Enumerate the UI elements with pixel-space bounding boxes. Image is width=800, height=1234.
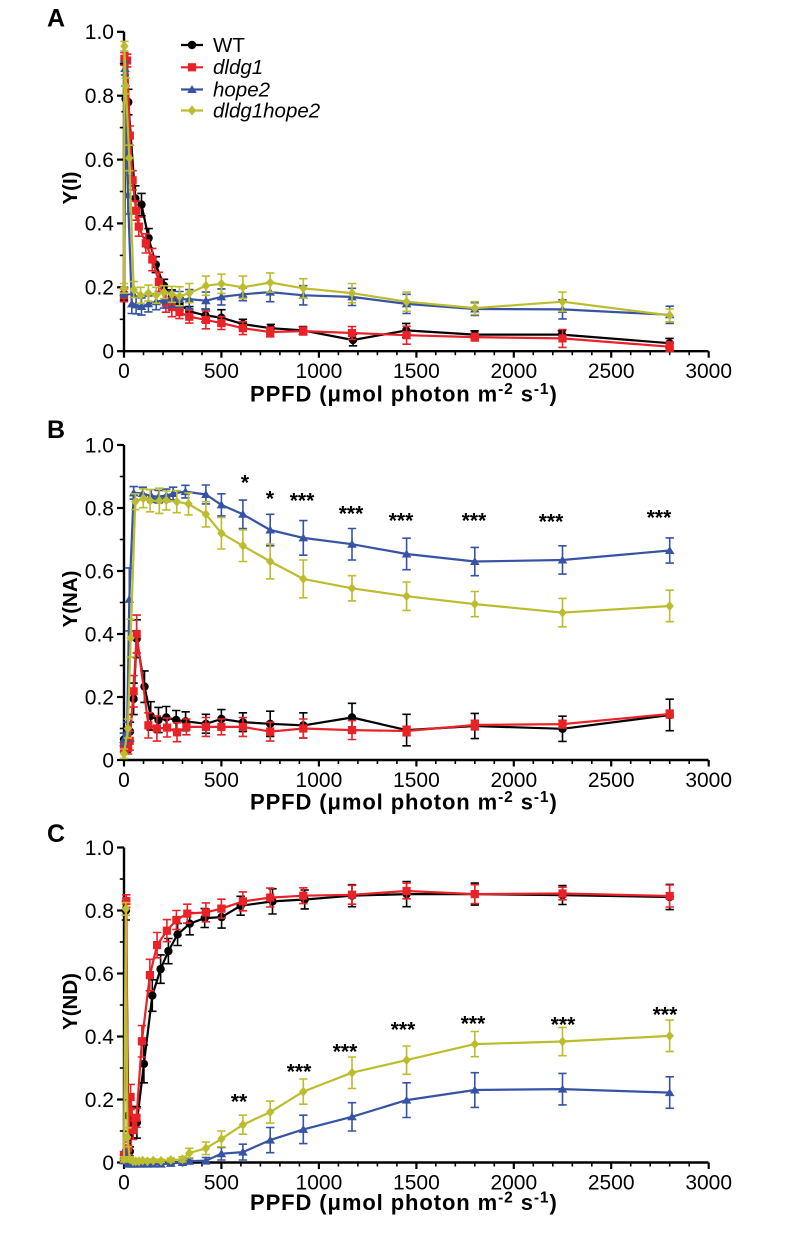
svg-text:***: *** xyxy=(647,507,672,530)
svg-text:1.0: 1.0 xyxy=(85,434,114,457)
svg-text:0.4: 0.4 xyxy=(85,213,115,236)
svg-text:2000: 2000 xyxy=(490,1172,537,1195)
svg-text:1000: 1000 xyxy=(296,1172,343,1195)
svg-text:A: A xyxy=(47,5,65,33)
svg-text:Y(I): Y(I) xyxy=(59,171,82,204)
svg-text:2500: 2500 xyxy=(588,360,635,383)
svg-text:1.0: 1.0 xyxy=(85,21,114,44)
svg-text:dldg1: dldg1 xyxy=(213,56,263,79)
svg-text:1.0: 1.0 xyxy=(85,837,114,860)
svg-text:500: 500 xyxy=(204,360,239,383)
svg-text:Y(ND): Y(ND) xyxy=(59,973,82,1030)
svg-text:***: *** xyxy=(339,503,364,526)
svg-text:***: *** xyxy=(551,1014,576,1037)
svg-text:0.2: 0.2 xyxy=(85,1089,114,1112)
svg-text:***: *** xyxy=(389,510,414,533)
svg-text:0.8: 0.8 xyxy=(85,900,114,923)
svg-text:500: 500 xyxy=(204,1172,239,1195)
svg-text:2500: 2500 xyxy=(588,1172,635,1195)
svg-text:0.6: 0.6 xyxy=(85,963,114,986)
svg-text:Y(NA): Y(NA) xyxy=(59,571,82,628)
svg-text:WT: WT xyxy=(213,34,245,57)
svg-text:500: 500 xyxy=(204,769,239,792)
svg-text:0.4: 0.4 xyxy=(85,1026,115,1049)
svg-text:0.6: 0.6 xyxy=(85,560,114,583)
svg-text:3000: 3000 xyxy=(685,769,732,792)
svg-text:0: 0 xyxy=(102,1152,114,1175)
svg-text:***: *** xyxy=(461,1013,486,1036)
svg-text:0.6: 0.6 xyxy=(85,149,114,172)
svg-text:3000: 3000 xyxy=(685,360,732,383)
svg-text:***: *** xyxy=(391,1019,416,1042)
svg-text:1000: 1000 xyxy=(296,360,343,383)
svg-text:0: 0 xyxy=(118,360,130,383)
svg-text:***: *** xyxy=(333,1041,358,1064)
svg-text:2500: 2500 xyxy=(588,769,635,792)
svg-text:0.4: 0.4 xyxy=(85,623,115,646)
svg-text:0: 0 xyxy=(102,341,114,364)
svg-text:0.2: 0.2 xyxy=(85,277,114,300)
svg-text:***: *** xyxy=(539,511,564,534)
svg-text:1000: 1000 xyxy=(296,769,343,792)
svg-text:**: ** xyxy=(231,1091,248,1114)
svg-text:B: B xyxy=(47,416,65,444)
svg-text:2000: 2000 xyxy=(490,769,537,792)
svg-text:0.8: 0.8 xyxy=(85,497,114,520)
svg-text:1500: 1500 xyxy=(393,1172,440,1195)
svg-text:0.8: 0.8 xyxy=(85,85,114,108)
svg-text:0.2: 0.2 xyxy=(85,686,114,709)
svg-text:0: 0 xyxy=(118,769,130,792)
svg-text:*: * xyxy=(241,472,250,495)
svg-text:dldg1hope2: dldg1hope2 xyxy=(213,99,321,122)
svg-text:1500: 1500 xyxy=(393,769,440,792)
svg-text:***: *** xyxy=(290,490,315,513)
svg-text:***: *** xyxy=(462,510,487,533)
svg-text:2000: 2000 xyxy=(490,360,537,383)
svg-text:hope2: hope2 xyxy=(213,78,271,101)
svg-text:1500: 1500 xyxy=(393,360,440,383)
svg-text:*: * xyxy=(266,488,275,511)
svg-text:***: *** xyxy=(653,1004,678,1027)
svg-text:***: *** xyxy=(287,1061,312,1084)
svg-text:0: 0 xyxy=(102,749,114,772)
svg-text:0: 0 xyxy=(118,1172,130,1195)
svg-text:C: C xyxy=(47,820,65,848)
svg-text:3000: 3000 xyxy=(685,1172,732,1195)
